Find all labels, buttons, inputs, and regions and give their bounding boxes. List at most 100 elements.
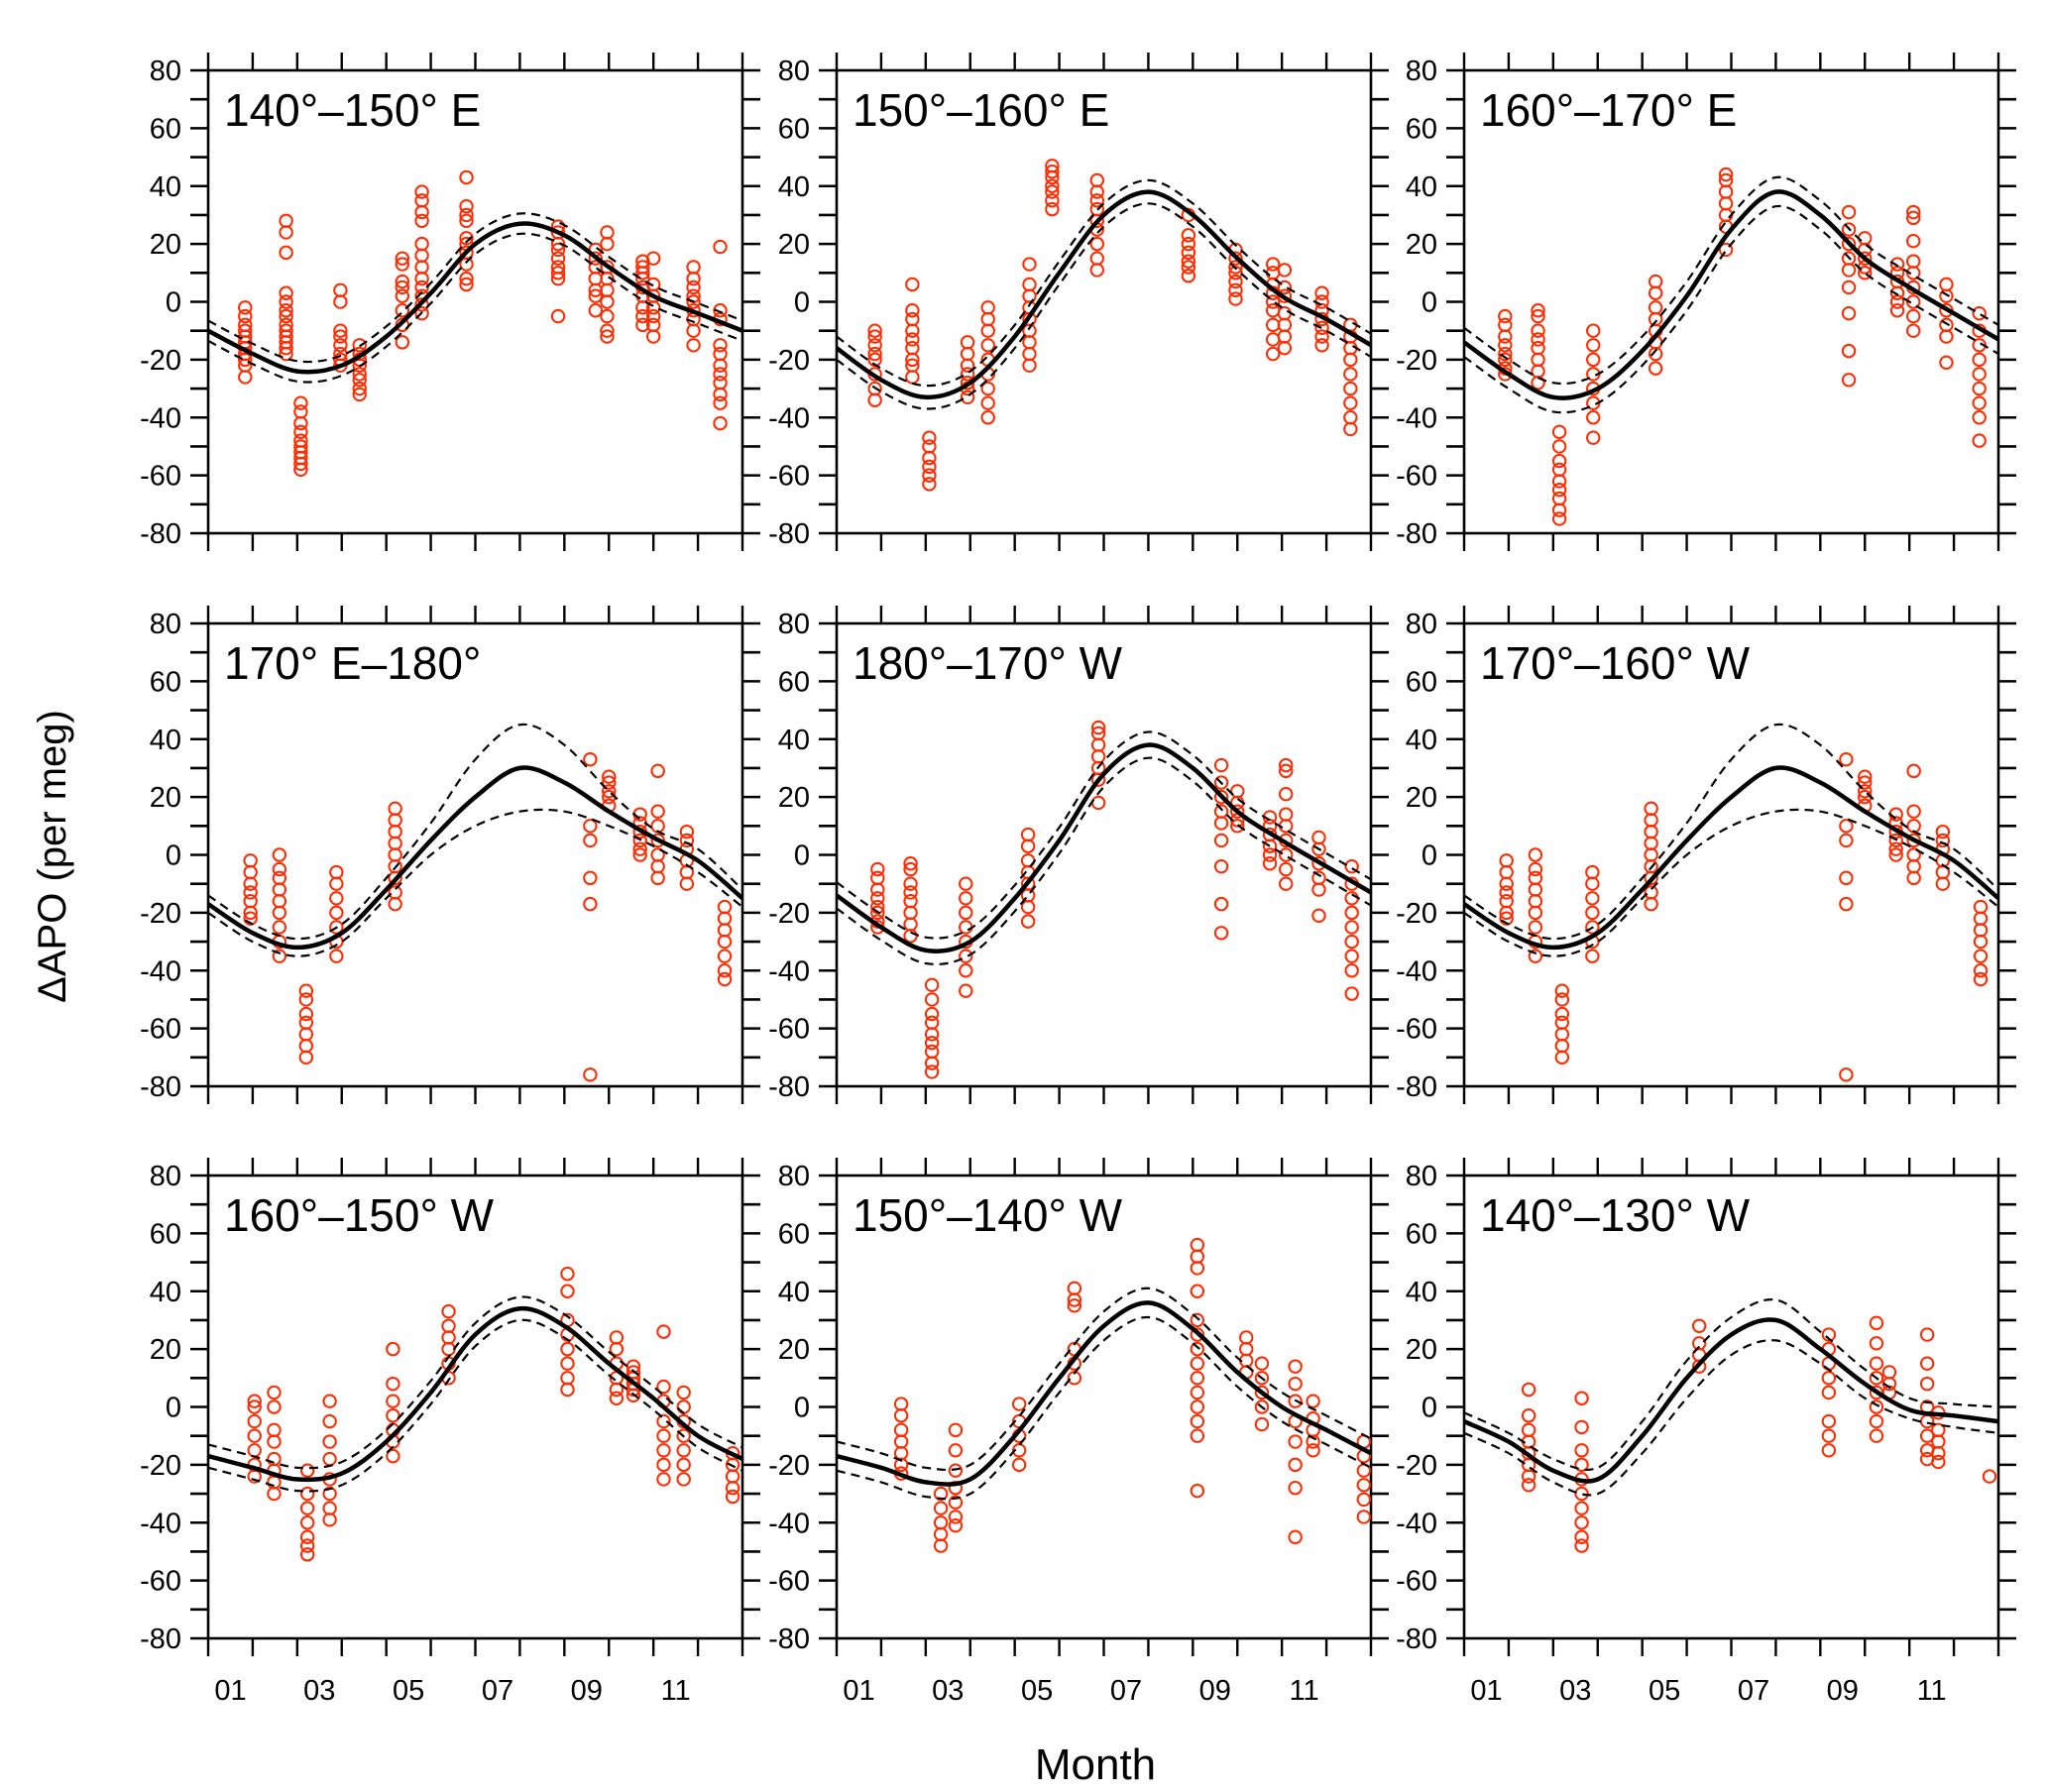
- data-point: [560, 1267, 575, 1282]
- data-point: [1228, 251, 1243, 266]
- data-point: [1265, 332, 1281, 347]
- y-tick-label: -80: [1396, 1071, 1437, 1103]
- data-point: [1262, 847, 1278, 862]
- y-tick-label: -80: [768, 1071, 810, 1103]
- data-point: [395, 335, 410, 350]
- data-point: [1841, 263, 1857, 278]
- data-point: [1531, 341, 1545, 356]
- data-point: [948, 1517, 964, 1533]
- data-point: [1089, 236, 1104, 252]
- data-point: [725, 1481, 740, 1496]
- data-point: [1089, 251, 1104, 266]
- data-point: [1888, 833, 1903, 848]
- data-point: [1499, 894, 1514, 909]
- data-point: [1821, 1327, 1837, 1342]
- data-point: [588, 288, 603, 303]
- y-tick-label: 0: [1422, 1393, 1437, 1424]
- data-point: [1531, 303, 1545, 318]
- data-point: [459, 198, 474, 214]
- data-point: [1343, 395, 1358, 410]
- data-point: [1574, 1515, 1589, 1530]
- panel-title: 140°–130° W: [1480, 1189, 1751, 1241]
- data-point: [1022, 257, 1037, 272]
- data-point: [267, 1434, 282, 1449]
- data-point: [903, 894, 918, 909]
- data-point: [560, 1284, 575, 1298]
- data-point: [905, 311, 920, 327]
- data-point: [1265, 346, 1281, 362]
- y-tick-label: 20: [778, 782, 810, 814]
- data-point: [1213, 789, 1229, 805]
- data-point: [414, 184, 429, 199]
- data-point: [948, 1495, 964, 1511]
- data-point: [1528, 882, 1543, 897]
- data-point: [960, 390, 975, 405]
- data-point: [933, 1538, 949, 1553]
- y-tick-label: -40: [140, 402, 181, 434]
- data-point: [1531, 308, 1545, 324]
- data-point: [1254, 1371, 1270, 1386]
- data-point: [933, 1526, 949, 1542]
- data-point: [1311, 830, 1326, 845]
- data-point: [1972, 433, 1987, 448]
- data-point: [1190, 1371, 1205, 1386]
- fit-curve: [837, 742, 1371, 953]
- data-point: [243, 885, 258, 900]
- data-point: [1648, 300, 1663, 315]
- fit-curve: [208, 221, 742, 375]
- data-point: [676, 1457, 691, 1473]
- data-point: [1356, 1492, 1371, 1508]
- panel-title: 170° E–180°: [224, 637, 481, 689]
- data-point: [1288, 1529, 1303, 1545]
- y-tick-label: 0: [1422, 840, 1437, 872]
- fit-curve: [837, 189, 1371, 400]
- data-point: [1498, 346, 1513, 362]
- data-point: [1230, 804, 1245, 819]
- data-point: [1858, 251, 1873, 266]
- data-point: [609, 1341, 625, 1357]
- y-tick-label: 0: [166, 1393, 181, 1424]
- data-point: [1972, 381, 1987, 396]
- data-point: [1262, 839, 1278, 853]
- data-point: [1277, 341, 1293, 356]
- data-point: [1022, 277, 1037, 292]
- data-point: [713, 239, 728, 255]
- data-point: [686, 294, 701, 309]
- data-point: [960, 358, 975, 373]
- data-point: [352, 367, 367, 382]
- fit-upper-bound: [837, 178, 1371, 388]
- data-point: [1045, 193, 1060, 208]
- data-point: [1277, 317, 1293, 333]
- data-point: [1528, 905, 1543, 921]
- data-point: [1190, 1261, 1205, 1276]
- data-point: [1839, 1067, 1854, 1082]
- data-point: [560, 1371, 575, 1386]
- y-tick-label: -40: [768, 1508, 810, 1539]
- data-point: [1972, 395, 1987, 410]
- y-tick-label: 0: [166, 840, 181, 872]
- data-point: [1691, 1318, 1707, 1333]
- data-point: [1089, 184, 1104, 199]
- data-point: [905, 332, 920, 347]
- data-point: [1888, 847, 1903, 862]
- data-point: [922, 430, 937, 445]
- data-point: [1869, 1428, 1884, 1443]
- data-point: [1574, 1391, 1589, 1405]
- data-point: [959, 905, 973, 921]
- data-point: [948, 1463, 964, 1478]
- data-point: [905, 370, 920, 385]
- data-point: [333, 323, 348, 338]
- data-point: [1869, 1356, 1884, 1371]
- data-point: [1343, 421, 1358, 437]
- x-tick-label: 07: [482, 1675, 513, 1707]
- data-point: [635, 266, 650, 280]
- data-point: [588, 271, 603, 286]
- data-point: [686, 323, 701, 338]
- fit-curve: [208, 765, 742, 951]
- data-point: [645, 300, 661, 315]
- data-point: [333, 338, 348, 353]
- data-point: [1906, 833, 1921, 848]
- data-point: [1499, 905, 1514, 921]
- data-point: [1190, 1284, 1205, 1298]
- data-point: [459, 169, 474, 185]
